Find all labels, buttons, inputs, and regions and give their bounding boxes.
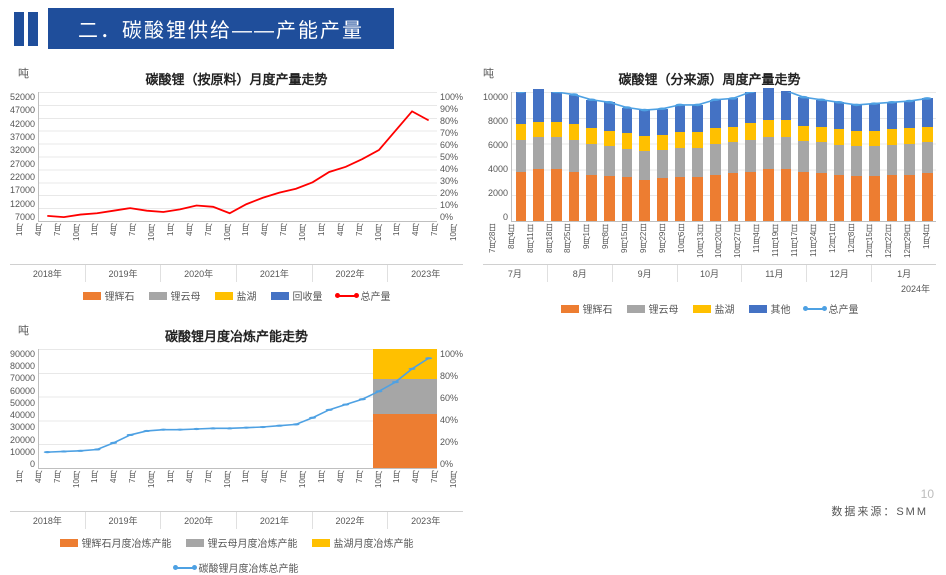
title-bar: 二．碳酸锂供给——产能产量	[0, 0, 946, 69]
legend: 锂辉石锂云母盐湖其他总产量	[483, 301, 936, 316]
y-axis-left: 1000080006000400020000	[483, 92, 511, 222]
y-axis-left: 9000080000700006000050000400003000020000…	[10, 349, 38, 469]
year-row: 2018年2019年2020年2021年2022年2023年	[10, 264, 463, 282]
year-row: 2018年2019年2020年2021年2022年2023年	[10, 511, 463, 529]
y-axis-left: 5200047000420003700032000270002200017000…	[10, 92, 38, 222]
accent-bars	[14, 12, 38, 46]
chart-monthly-capacity: 吨 碳酸锂月度冶炼产能走势 90000800007000060000500004…	[10, 326, 463, 575]
y-axis-right: 100%90%80%70%60%50%40%30%20%10%0%	[437, 92, 463, 222]
legend: 锂辉石月度冶炼产能锂云母月度冶炼产能盐湖月度冶炼产能碳酸锂月度冶炼总产能	[10, 535, 463, 575]
plot-area	[511, 92, 936, 222]
x-axis: 1月4月7月10月1月4月7月10月1月4月7月10月1月4月7月10月1月4月…	[10, 469, 463, 509]
chart-monthly-by-material: 吨 碳酸锂（按原料）月度产量走势 52000470004200037000320…	[10, 69, 463, 316]
x-axis: 7月28日8月4日8月11日8月18日8月25日9月1日9月8日9月15日9月2…	[483, 222, 936, 262]
year-label: 2024年	[483, 282, 936, 295]
plot-area	[38, 92, 437, 222]
page-title: 二．碳酸锂供给——产能产量	[48, 8, 394, 49]
chart-weekly-by-source: 吨 碳酸锂（分来源）周度产量走势 1000080006000400020000 …	[483, 69, 936, 316]
chart-title: 碳酸锂（分来源）周度产量走势	[483, 69, 936, 88]
page-number: 10	[921, 487, 934, 501]
y-axis-right: 100%80%60%40%20%0%	[437, 349, 463, 469]
month-row: 7月8月9月10月11月12月1月	[483, 264, 936, 282]
unit-label: 吨	[18, 65, 29, 81]
legend: 锂辉石锂云母盐湖回收量总产量	[10, 288, 463, 303]
chart-title: 碳酸锂月度冶炼产能走势	[10, 326, 463, 345]
x-axis: 1月4月7月10月1月4月7月10月1月4月7月10月1月4月7月10月1月4月…	[10, 222, 463, 262]
data-source: 数据来源：SMM	[831, 503, 928, 519]
unit-label: 吨	[18, 322, 29, 338]
chart-title: 碳酸锂（按原料）月度产量走势	[10, 69, 463, 88]
plot-area	[38, 349, 437, 469]
unit-label: 吨	[483, 65, 494, 81]
